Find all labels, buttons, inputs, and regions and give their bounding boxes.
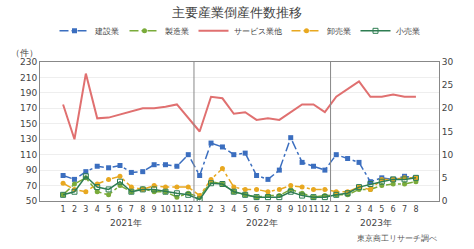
svg-text:東京商工リサーチ調べ: 東京商工リサーチ調べ bbox=[357, 234, 437, 243]
svg-text:2: 2 bbox=[208, 205, 213, 214]
svg-text:3: 3 bbox=[356, 205, 361, 214]
svg-text:2022年: 2022年 bbox=[246, 218, 278, 228]
svg-text:1: 1 bbox=[334, 205, 339, 214]
svg-text:70: 70 bbox=[26, 181, 38, 191]
svg-text:3: 3 bbox=[220, 205, 225, 214]
svg-text:（件）: （件） bbox=[11, 48, 38, 58]
svg-text:15: 15 bbox=[442, 127, 453, 137]
svg-text:12: 12 bbox=[183, 205, 193, 214]
svg-text:5: 5 bbox=[106, 205, 111, 214]
svg-text:230: 230 bbox=[20, 57, 37, 67]
svg-text:小売業: 小売業 bbox=[396, 27, 420, 36]
svg-text:10: 10 bbox=[160, 205, 170, 214]
svg-text:30: 30 bbox=[442, 57, 454, 67]
svg-text:2: 2 bbox=[345, 205, 350, 214]
svg-text:5: 5 bbox=[379, 205, 384, 214]
svg-text:12: 12 bbox=[320, 205, 330, 214]
svg-text:製造業: 製造業 bbox=[165, 27, 189, 36]
svg-text:90: 90 bbox=[26, 165, 38, 175]
svg-text:150: 150 bbox=[20, 119, 37, 129]
svg-text:25: 25 bbox=[442, 80, 453, 90]
svg-text:7: 7 bbox=[402, 205, 407, 214]
svg-text:190: 190 bbox=[20, 88, 37, 98]
svg-text:7: 7 bbox=[265, 205, 270, 214]
svg-text:8: 8 bbox=[413, 205, 418, 214]
svg-text:20: 20 bbox=[442, 103, 454, 113]
svg-text:10: 10 bbox=[297, 205, 307, 214]
svg-text:1: 1 bbox=[61, 205, 66, 214]
svg-text:卸売業: 卸売業 bbox=[327, 27, 351, 36]
svg-text:110: 110 bbox=[20, 150, 37, 160]
svg-text:6: 6 bbox=[117, 205, 122, 214]
svg-text:0: 0 bbox=[442, 196, 448, 206]
svg-text:2: 2 bbox=[72, 205, 77, 214]
svg-text:130: 130 bbox=[20, 134, 37, 144]
svg-text:10: 10 bbox=[442, 150, 454, 160]
svg-text:4: 4 bbox=[95, 205, 100, 214]
svg-text:170: 170 bbox=[20, 103, 37, 113]
svg-text:50: 50 bbox=[26, 196, 38, 206]
svg-text:7: 7 bbox=[129, 205, 134, 214]
svg-text:2021年: 2021年 bbox=[110, 218, 142, 228]
svg-text:3: 3 bbox=[83, 205, 88, 214]
svg-text:9: 9 bbox=[288, 205, 293, 214]
svg-text:11: 11 bbox=[172, 205, 182, 214]
svg-text:8: 8 bbox=[140, 205, 145, 214]
svg-text:11: 11 bbox=[308, 205, 318, 214]
svg-text:9: 9 bbox=[152, 205, 157, 214]
svg-text:建設業: 建設業 bbox=[94, 27, 119, 36]
svg-text:主要産業倒産件数推移: 主要産業倒産件数推移 bbox=[172, 5, 302, 20]
svg-text:6: 6 bbox=[254, 205, 259, 214]
svg-text:6: 6 bbox=[391, 205, 396, 214]
svg-text:8: 8 bbox=[277, 205, 282, 214]
svg-text:5: 5 bbox=[243, 205, 248, 214]
svg-text:4: 4 bbox=[368, 205, 373, 214]
svg-text:サービス業他: サービス業他 bbox=[234, 27, 282, 36]
svg-text:2023年: 2023年 bbox=[360, 218, 392, 228]
svg-text:4: 4 bbox=[231, 205, 236, 214]
svg-text:5: 5 bbox=[442, 173, 448, 183]
svg-text:210: 210 bbox=[20, 73, 37, 83]
svg-text:1: 1 bbox=[197, 205, 202, 214]
